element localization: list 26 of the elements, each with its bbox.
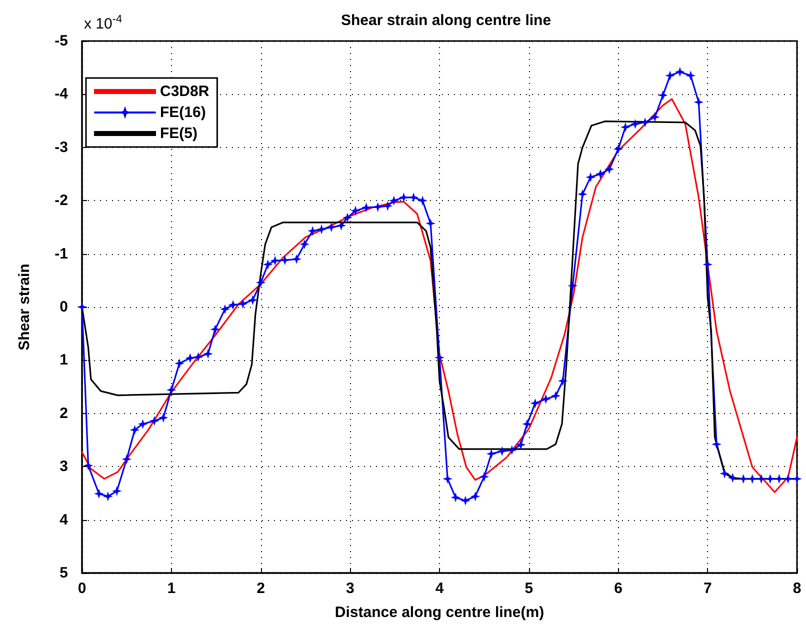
legend-label: FE(16): [160, 104, 206, 121]
y-tick-label: 4: [60, 511, 69, 528]
chart-title: Shear strain along centre line: [340, 12, 552, 29]
x-tick-label: 7: [703, 580, 712, 597]
y-tick-label: 5: [60, 564, 68, 582]
legend-label: C3D8R: [160, 83, 210, 100]
y-tick-label: -2: [54, 192, 68, 210]
y-tick-label: -3: [54, 138, 68, 156]
y-tick-label: -5: [54, 32, 68, 50]
x-tick-label: 5: [524, 580, 534, 597]
y-axis-title: Shear strain: [16, 264, 33, 350]
x-tick-label: 8: [792, 580, 802, 597]
y-tick-label: 3: [60, 458, 68, 476]
y-tick-label: -1: [54, 245, 68, 262]
x-tick-label: 4: [435, 580, 444, 597]
legend-label: FE(5): [160, 125, 198, 142]
x-tick-label: 2: [256, 580, 265, 597]
y-tick-label: -4: [54, 86, 69, 103]
y-tick-label: 2: [60, 404, 68, 422]
x-tick-label: 3: [346, 580, 354, 597]
x-tick-label: 1: [167, 580, 176, 597]
y-tick-label: 0: [60, 298, 68, 316]
y-tick-label: 1: [60, 352, 68, 369]
x-axis-title: Distance along centre line(m): [334, 604, 544, 621]
x-tick-label: 0: [78, 580, 86, 597]
x-tick-label: 6: [614, 580, 622, 597]
